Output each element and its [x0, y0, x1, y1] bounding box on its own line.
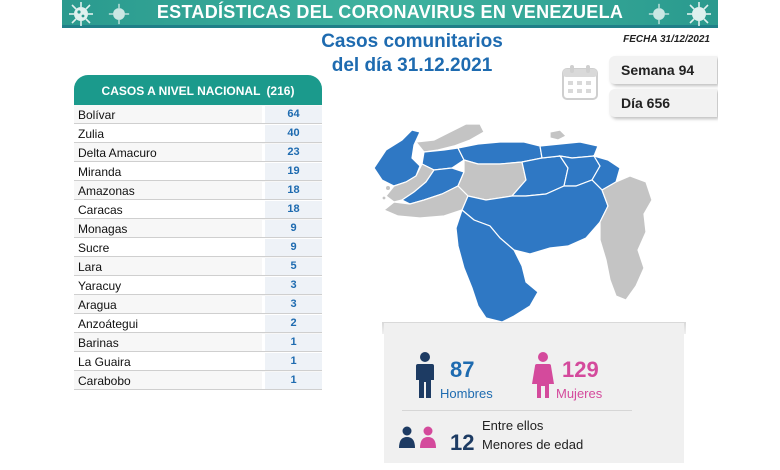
table-row: Miranda 19 [74, 162, 322, 181]
state-name: Aragua [78, 298, 117, 312]
table-row: Amazonas 18 [74, 181, 322, 200]
subtitle: Casos comunitarios del día 31.12.2021 [292, 30, 532, 78]
infographic: ESTADÍSTICAS DEL CORONAVIRUS EN VENEZUEL… [62, 0, 718, 470]
women-label: Mujeres [556, 386, 603, 401]
table-header: CASOS A NIVEL NACIONAL (216) [74, 75, 322, 105]
case-count: 5 [262, 258, 322, 275]
table-row: Lara 5 [74, 257, 322, 276]
virus-icon [648, 3, 670, 25]
state-name: Yaracuy [78, 279, 122, 293]
cases-table: Bolívar 64 Zulia 40 Delta Amacuro 23 Miranda 19… [74, 105, 322, 390]
case-count: 9 [262, 220, 322, 237]
state-name: Monagas [78, 222, 128, 236]
among-them-label: Entre ellos [482, 418, 544, 433]
men-label: Hombres [440, 386, 493, 401]
table-row: Carabobo 1 [74, 371, 322, 390]
children-icon [399, 426, 436, 448]
state-amazonas [455, 208, 539, 323]
women-count: 129 [562, 357, 599, 382]
total-count: (216) [266, 84, 295, 98]
table-row: Caracas 18 [74, 200, 322, 219]
date-label: FECHA 31/12/2021 [623, 34, 710, 45]
state-name: Anzoátegui [78, 317, 139, 331]
state-name: Bolívar [78, 108, 116, 122]
case-count: 23 [262, 144, 322, 161]
table-row: Delta Amacuro 23 [74, 143, 322, 162]
table-row: Anzoátegui 2 [74, 314, 322, 333]
case-count: 9 [262, 239, 322, 256]
state-name: Barinas [78, 336, 119, 350]
state-name: Sucre [78, 241, 110, 255]
table-row: Zulia 40 [74, 124, 322, 143]
table-row: Aragua 3 [74, 295, 322, 314]
state-name: Delta Amacuro [78, 146, 157, 160]
state-name: Zulia [78, 127, 105, 141]
state-name: Amazonas [78, 184, 135, 198]
calendar-icon [562, 65, 598, 100]
case-count: 18 [262, 182, 322, 199]
case-count: 18 [262, 201, 322, 218]
case-count: 1 [262, 334, 322, 351]
table-row: Sucre 9 [74, 238, 322, 257]
table-title: CASOS A NIVEL NACIONAL [101, 84, 261, 98]
subtitle-line-2: del día 31.12.2021 [331, 55, 493, 76]
state-name: Miranda [78, 165, 122, 179]
demographics-panel [384, 323, 684, 463]
state-sucre [539, 141, 599, 159]
state-nueva-esparta [549, 129, 568, 141]
case-count: 2 [262, 315, 322, 332]
page-title: ESTADÍSTICAS DEL CORONAVIRUS EN VENEZUEL… [156, 2, 624, 22]
case-count: 3 [262, 277, 322, 294]
case-count: 40 [262, 125, 322, 142]
table-row: Barinas 1 [74, 333, 322, 352]
case-count: 64 [262, 106, 322, 123]
woman-icon [532, 352, 554, 398]
state-name: Lara [78, 260, 103, 274]
subtitle-line-1: Casos comunitarios [321, 31, 503, 52]
table-row: Monagas 9 [74, 219, 322, 238]
virus-icon [108, 3, 130, 25]
case-count: 3 [262, 296, 322, 313]
title-banner: ESTADÍSTICAS DEL CORONAVIRUS EN VENEZUEL… [62, 0, 718, 28]
table-row: Bolívar 64 [74, 105, 322, 124]
island-dots [382, 186, 394, 200]
table-row: Yaracuy 3 [74, 276, 322, 295]
case-count: 19 [262, 163, 322, 180]
case-count: 1 [262, 372, 322, 389]
state-name: Carabobo [78, 374, 131, 388]
divider [402, 410, 632, 411]
state-name: Caracas [78, 203, 123, 217]
venezuela-map [373, 123, 653, 323]
virus-icon [687, 2, 711, 26]
day-badge: Día 656 [609, 89, 717, 117]
men-count: 87 [450, 357, 475, 382]
week-badge: Semana 94 [609, 56, 717, 84]
region-essequibo [599, 175, 653, 301]
minors-count: 12 [450, 430, 475, 455]
case-count: 1 [262, 353, 322, 370]
man-icon [416, 352, 434, 398]
minors-label: Menores de edad [482, 437, 584, 452]
table-row: La Guaira 1 [74, 352, 322, 371]
state-name: La Guaira [78, 355, 131, 369]
virus-icon [69, 2, 93, 26]
